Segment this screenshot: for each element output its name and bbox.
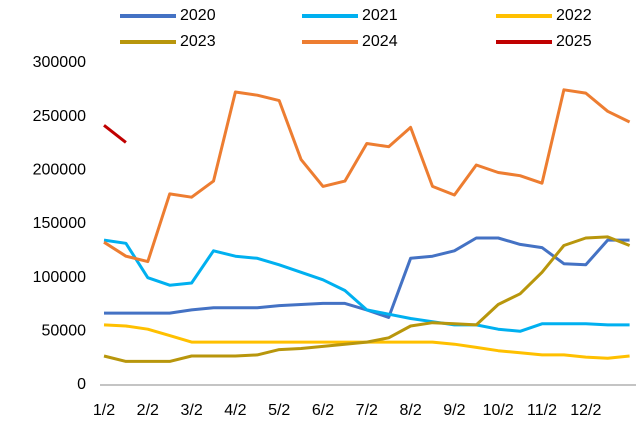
x-tick-label: 5/2 [268, 402, 290, 419]
y-tick-label: 150000 [33, 215, 86, 232]
series-line [103, 124, 127, 144]
x-tick-label: 4/2 [224, 402, 246, 419]
series-line [103, 235, 631, 363]
x-tick-label: 1/2 [93, 402, 115, 419]
x-tick-label: 8/2 [399, 402, 421, 419]
legend-label: 2023 [180, 33, 216, 50]
y-tick-label: 200000 [33, 162, 86, 179]
y-tick-label: 50000 [42, 323, 87, 340]
legend-label: 2022 [556, 7, 592, 24]
y-tick-label: 250000 [33, 108, 86, 125]
y-tick-label: 100000 [33, 269, 86, 286]
y-tick-label: 300000 [33, 54, 86, 71]
x-tick-label: 11/2 [527, 402, 557, 419]
x-tick-label: 12/2 [570, 402, 601, 419]
series-line [103, 238, 630, 333]
series-line [103, 88, 631, 264]
x-tick-label: 9/2 [443, 402, 465, 419]
legend-label: 2021 [362, 7, 398, 24]
x-tick-label: 3/2 [180, 402, 202, 419]
legend-label: 2024 [362, 33, 398, 50]
x-tick-label: 2/2 [137, 402, 159, 419]
y-tick-label: 0 [77, 376, 86, 393]
legend-label: 2025 [556, 33, 592, 50]
x-tick-label: 7/2 [356, 402, 378, 419]
legend-label: 2020 [180, 7, 216, 24]
x-tick-label: 10/2 [483, 402, 514, 419]
series-line [104, 236, 630, 319]
x-tick-label: 6/2 [312, 402, 334, 419]
